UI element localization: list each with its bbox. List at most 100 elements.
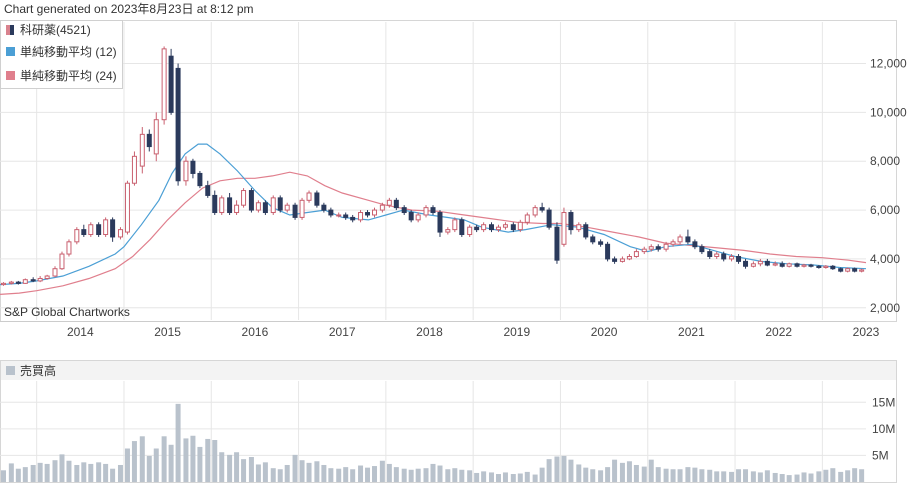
candle-down [539, 202, 545, 213]
volume-bar [306, 462, 312, 482]
volume-bar [255, 464, 261, 482]
candle-down [401, 205, 407, 215]
volume-bar [517, 473, 523, 482]
x-tick-label: 2021 [678, 325, 705, 339]
candle-up [750, 261, 756, 268]
candle-body [459, 219, 465, 236]
candle-body [74, 229, 80, 243]
candle-body [284, 204, 290, 211]
candle-down [227, 192, 233, 215]
candle-up [786, 262, 792, 268]
candle-down [554, 222, 560, 264]
volume-bar [474, 472, 480, 482]
candle-up [801, 263, 807, 268]
candle-up [619, 256, 625, 263]
candle-body [262, 202, 268, 214]
candle-body [372, 209, 378, 216]
candle-body [277, 197, 283, 211]
volume-bar [816, 471, 822, 482]
candle-up [677, 234, 683, 245]
candle-up [66, 239, 72, 257]
sma12-line-layer [0, 143, 867, 286]
candle-body [539, 207, 545, 211]
sma24-swatch-icon [6, 71, 15, 80]
candle-body [350, 216, 356, 221]
candle-down [393, 197, 399, 211]
candle-body [8, 281, 14, 284]
candle-up [502, 222, 508, 230]
volume-bar [336, 468, 342, 482]
candle-down [707, 249, 713, 259]
volume-bar [568, 459, 574, 482]
volume-bar [598, 470, 604, 482]
candle-up [44, 274, 50, 280]
candle-body [328, 209, 334, 216]
volume-panel: 売買高 5M 10M 15M [0, 360, 897, 483]
candle-body [757, 260, 763, 265]
candle-body [816, 265, 822, 268]
candle-body [205, 185, 211, 196]
candle-up [270, 195, 276, 215]
legend-item-sma12: 単純移動平均 (12) [6, 45, 117, 59]
candle-up [0, 282, 6, 286]
candle-down [190, 158, 196, 179]
volume-bar [284, 464, 290, 482]
candle-body [852, 268, 858, 272]
candle-up [626, 254, 632, 261]
price-y-tick-label: 12,000 [870, 57, 907, 71]
volume-bar [641, 466, 647, 482]
candle-body [524, 214, 530, 223]
candle-up [517, 219, 523, 233]
candle-body [168, 55, 174, 113]
candle-body [633, 251, 639, 257]
candle-body [321, 204, 327, 211]
volume-bar [81, 462, 87, 482]
candle-body [481, 224, 487, 231]
sma12-line [0, 143, 867, 286]
candle-body [306, 192, 312, 201]
candle-body [270, 197, 276, 214]
volume-bar [393, 467, 399, 482]
candle-body [15, 281, 21, 284]
candle-up [124, 180, 130, 235]
candle-down [321, 202, 327, 213]
candle-body [510, 224, 516, 231]
x-tick-label: 2020 [591, 325, 618, 339]
candle-body [845, 268, 851, 272]
candle-down [277, 195, 283, 213]
candle-body [598, 241, 604, 245]
candle-body [81, 229, 87, 236]
candle-body [175, 67, 181, 182]
volume-bar [386, 463, 392, 482]
volume-bar [59, 454, 65, 482]
candle-up [306, 190, 312, 203]
candle-down [30, 277, 36, 283]
volume-bar [110, 468, 116, 482]
candle-body [248, 190, 254, 211]
volume-bar [96, 462, 102, 482]
candle-body [153, 119, 159, 155]
volume-bar [343, 467, 349, 482]
volume-bar [845, 470, 851, 482]
candle-body [22, 279, 28, 284]
candle-body [415, 214, 421, 221]
volume-bar [314, 461, 320, 482]
candle-body [648, 246, 654, 250]
candle-body [736, 255, 742, 262]
candle-body [234, 204, 240, 214]
volume-bar [859, 469, 865, 482]
candle-body [612, 258, 618, 262]
price-y-tick-label: 6,000 [870, 203, 900, 217]
candle-down [743, 258, 749, 269]
candle-down [350, 214, 356, 223]
candle-down [721, 251, 727, 262]
candle-up [153, 112, 159, 162]
volume-bar [270, 468, 276, 482]
candle-body [561, 212, 567, 245]
candle-body [729, 255, 735, 260]
candle-down [794, 262, 800, 268]
candle-body [786, 263, 792, 267]
candle-swatch-icon-dark [10, 25, 14, 35]
candle-down [568, 210, 574, 235]
